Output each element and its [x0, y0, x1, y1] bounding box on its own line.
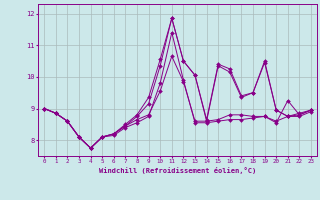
X-axis label: Windchill (Refroidissement éolien,°C): Windchill (Refroidissement éolien,°C) [99, 167, 256, 174]
